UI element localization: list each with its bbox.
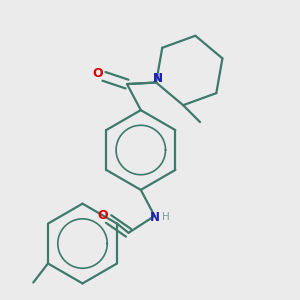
Text: N: N bbox=[150, 211, 160, 224]
Text: N: N bbox=[153, 72, 163, 85]
Text: O: O bbox=[92, 68, 103, 80]
Text: H: H bbox=[162, 212, 170, 223]
Text: N: N bbox=[153, 72, 163, 85]
Text: O: O bbox=[98, 209, 108, 222]
